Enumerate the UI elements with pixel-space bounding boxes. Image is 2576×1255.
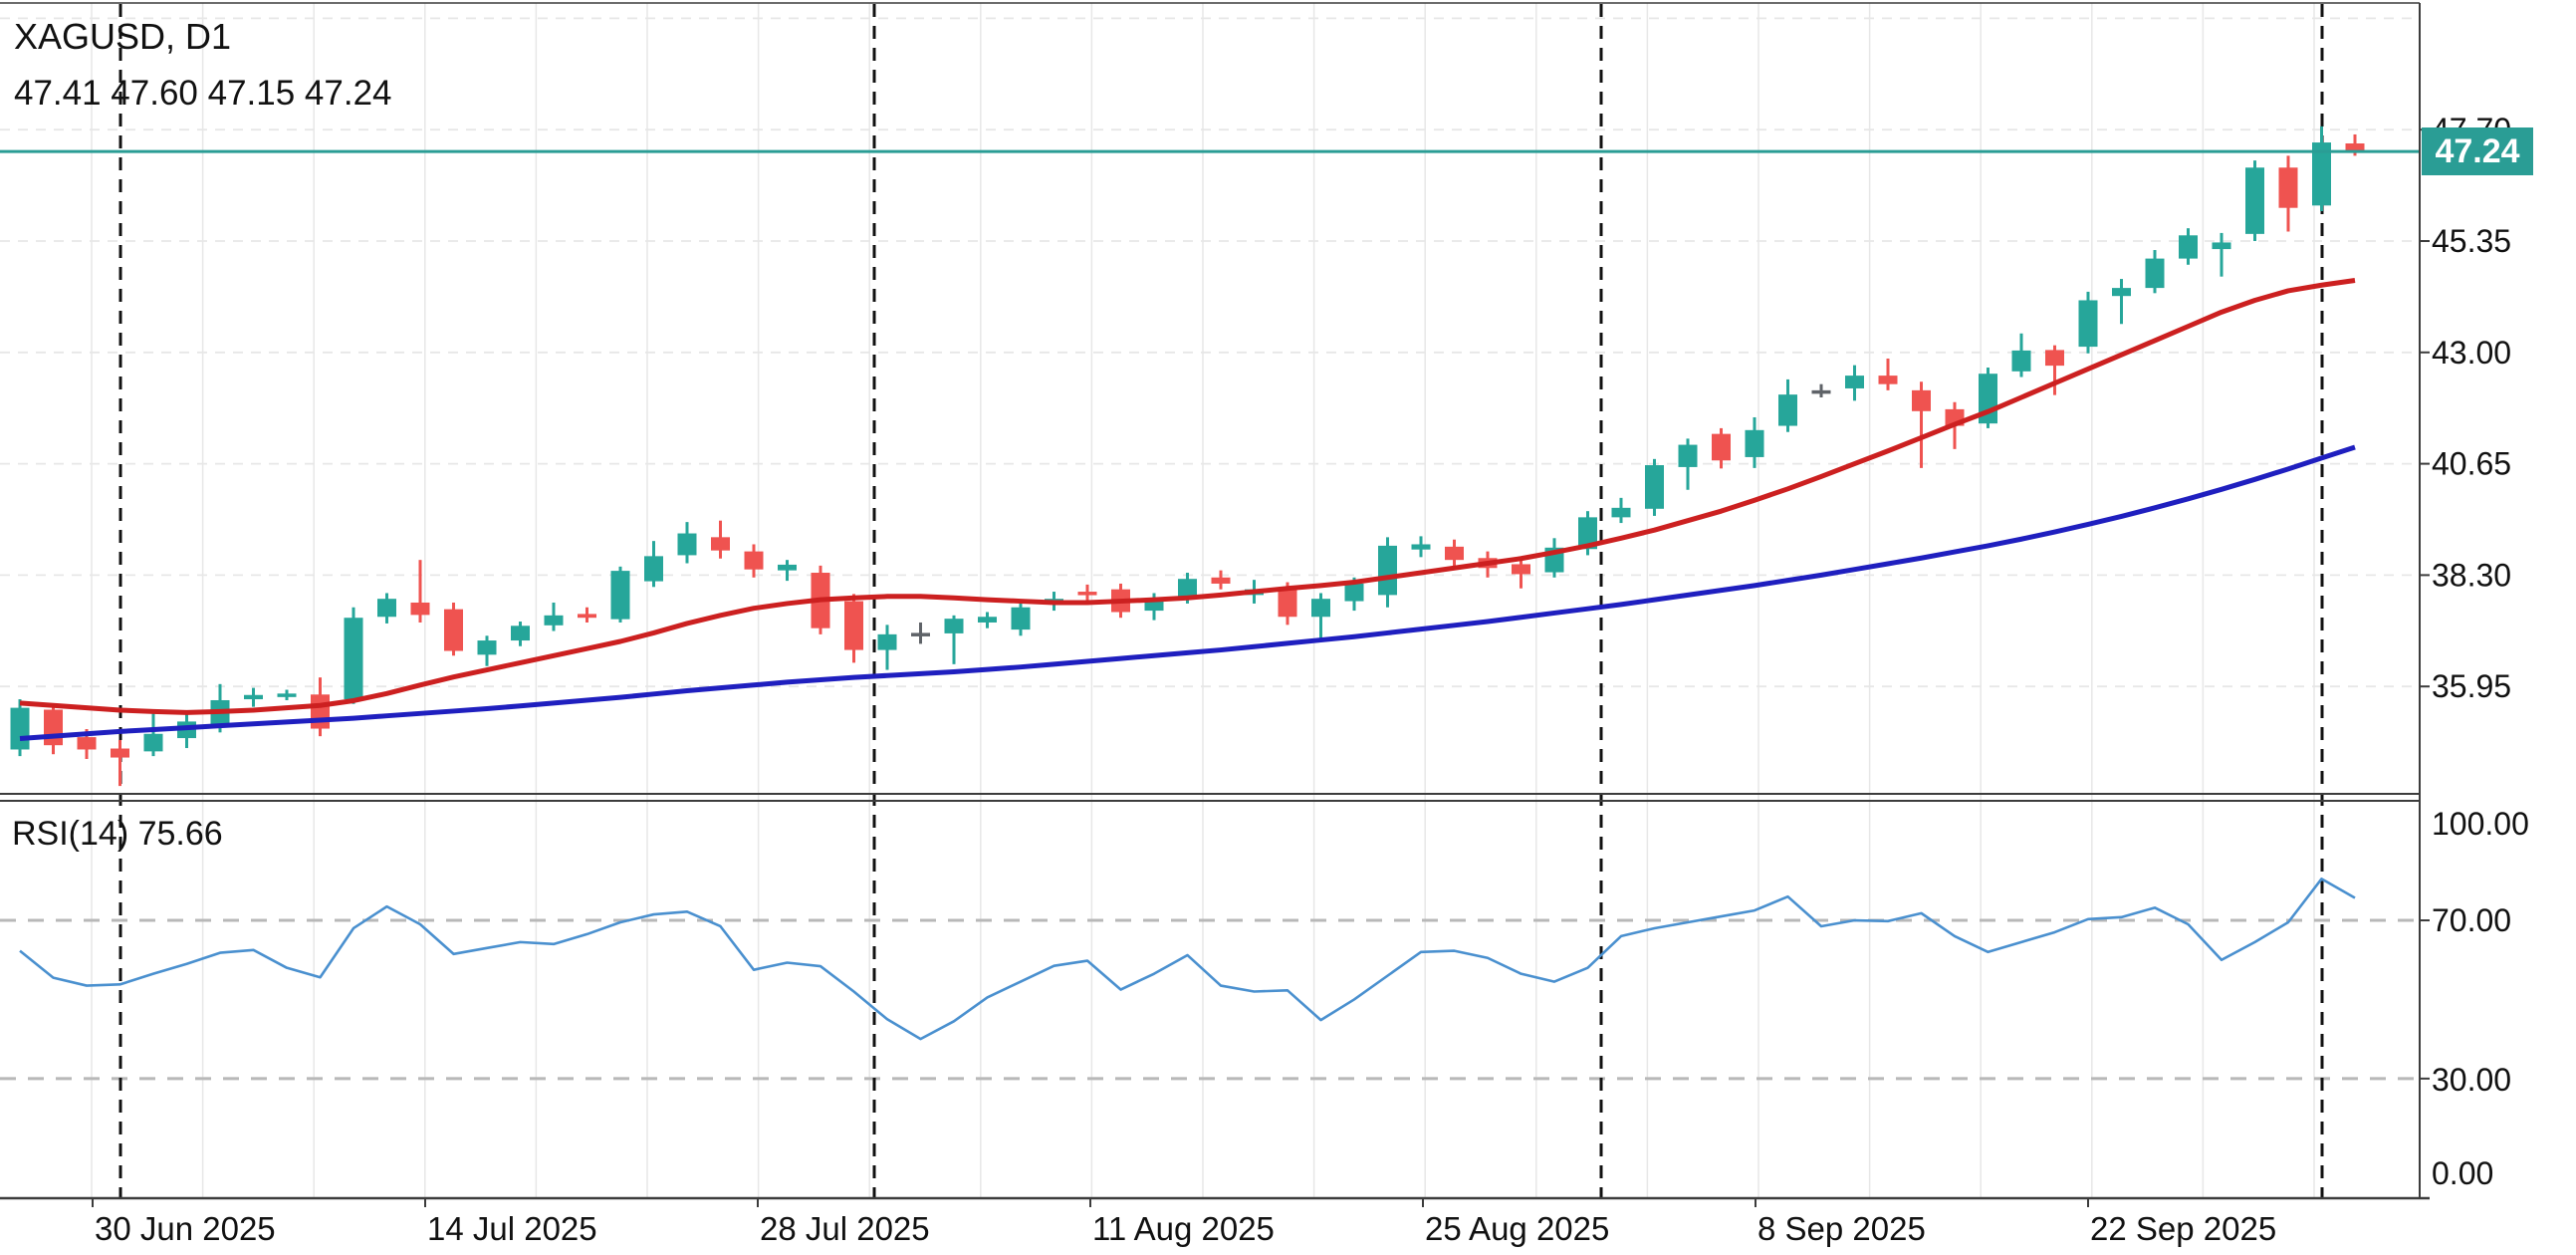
svg-text:28 Jul 2025: 28 Jul 2025 xyxy=(760,1210,930,1247)
symbol-title: XAGUSD, D1 xyxy=(14,16,232,57)
svg-text:38.30: 38.30 xyxy=(2432,557,2511,593)
svg-text:40.65: 40.65 xyxy=(2432,446,2511,482)
svg-text:8 Sep 2025: 8 Sep 2025 xyxy=(1757,1210,1926,1247)
svg-text:70.00: 70.00 xyxy=(2432,902,2511,938)
svg-text:0.00: 0.00 xyxy=(2432,1155,2493,1191)
svg-text:25 Aug 2025: 25 Aug 2025 xyxy=(1425,1210,1609,1247)
svg-text:45.35: 45.35 xyxy=(2432,223,2511,259)
svg-text:43.00: 43.00 xyxy=(2432,335,2511,371)
svg-text:11 Aug 2025: 11 Aug 2025 xyxy=(1092,1210,1275,1247)
svg-text:35.95: 35.95 xyxy=(2432,668,2511,704)
current-price-badge: 47.24 xyxy=(2422,127,2533,175)
svg-text:30 Jun 2025: 30 Jun 2025 xyxy=(95,1210,276,1247)
rsi-indicator-label: RSI(14) 75.66 xyxy=(12,815,223,853)
svg-text:14 Jul 2025: 14 Jul 2025 xyxy=(427,1210,597,1247)
svg-text:22 Sep 2025: 22 Sep 2025 xyxy=(2090,1210,2276,1247)
svg-text:30.00: 30.00 xyxy=(2432,1062,2511,1098)
svg-text:100.00: 100.00 xyxy=(2432,806,2529,842)
ohlc-values: 47.41 47.60 47.15 47.24 xyxy=(14,74,392,113)
